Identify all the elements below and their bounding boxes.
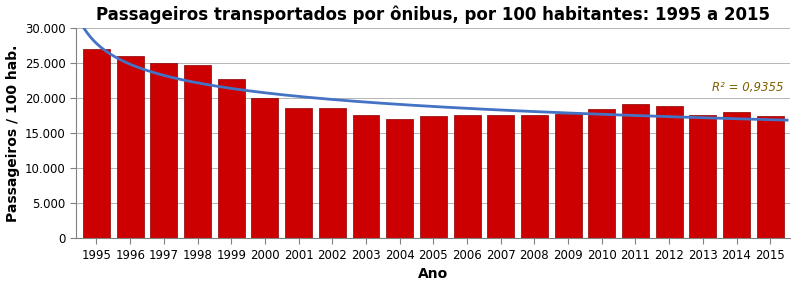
- Bar: [521, 115, 548, 238]
- Bar: [285, 108, 312, 238]
- Y-axis label: Passageiros / 100 hab.: Passageiros / 100 hab.: [6, 45, 20, 222]
- Bar: [723, 112, 750, 238]
- Bar: [656, 106, 683, 238]
- Bar: [454, 115, 481, 238]
- Bar: [184, 65, 211, 238]
- Bar: [150, 63, 178, 238]
- Text: R² = 0,9355: R² = 0,9355: [712, 82, 784, 94]
- Bar: [353, 115, 380, 238]
- Bar: [319, 108, 345, 238]
- Title: Passageiros transportados por ônibus, por 100 habitantes: 1995 a 2015: Passageiros transportados por ônibus, po…: [96, 5, 771, 24]
- X-axis label: Ano: Ano: [418, 267, 448, 282]
- Bar: [622, 104, 649, 238]
- Bar: [252, 98, 279, 238]
- Bar: [386, 119, 413, 238]
- Bar: [588, 109, 615, 238]
- Bar: [689, 115, 716, 238]
- Bar: [117, 57, 143, 238]
- Bar: [555, 114, 582, 238]
- Bar: [487, 115, 514, 238]
- Bar: [218, 79, 244, 238]
- Bar: [419, 116, 447, 238]
- Bar: [83, 49, 110, 238]
- Bar: [757, 116, 784, 238]
